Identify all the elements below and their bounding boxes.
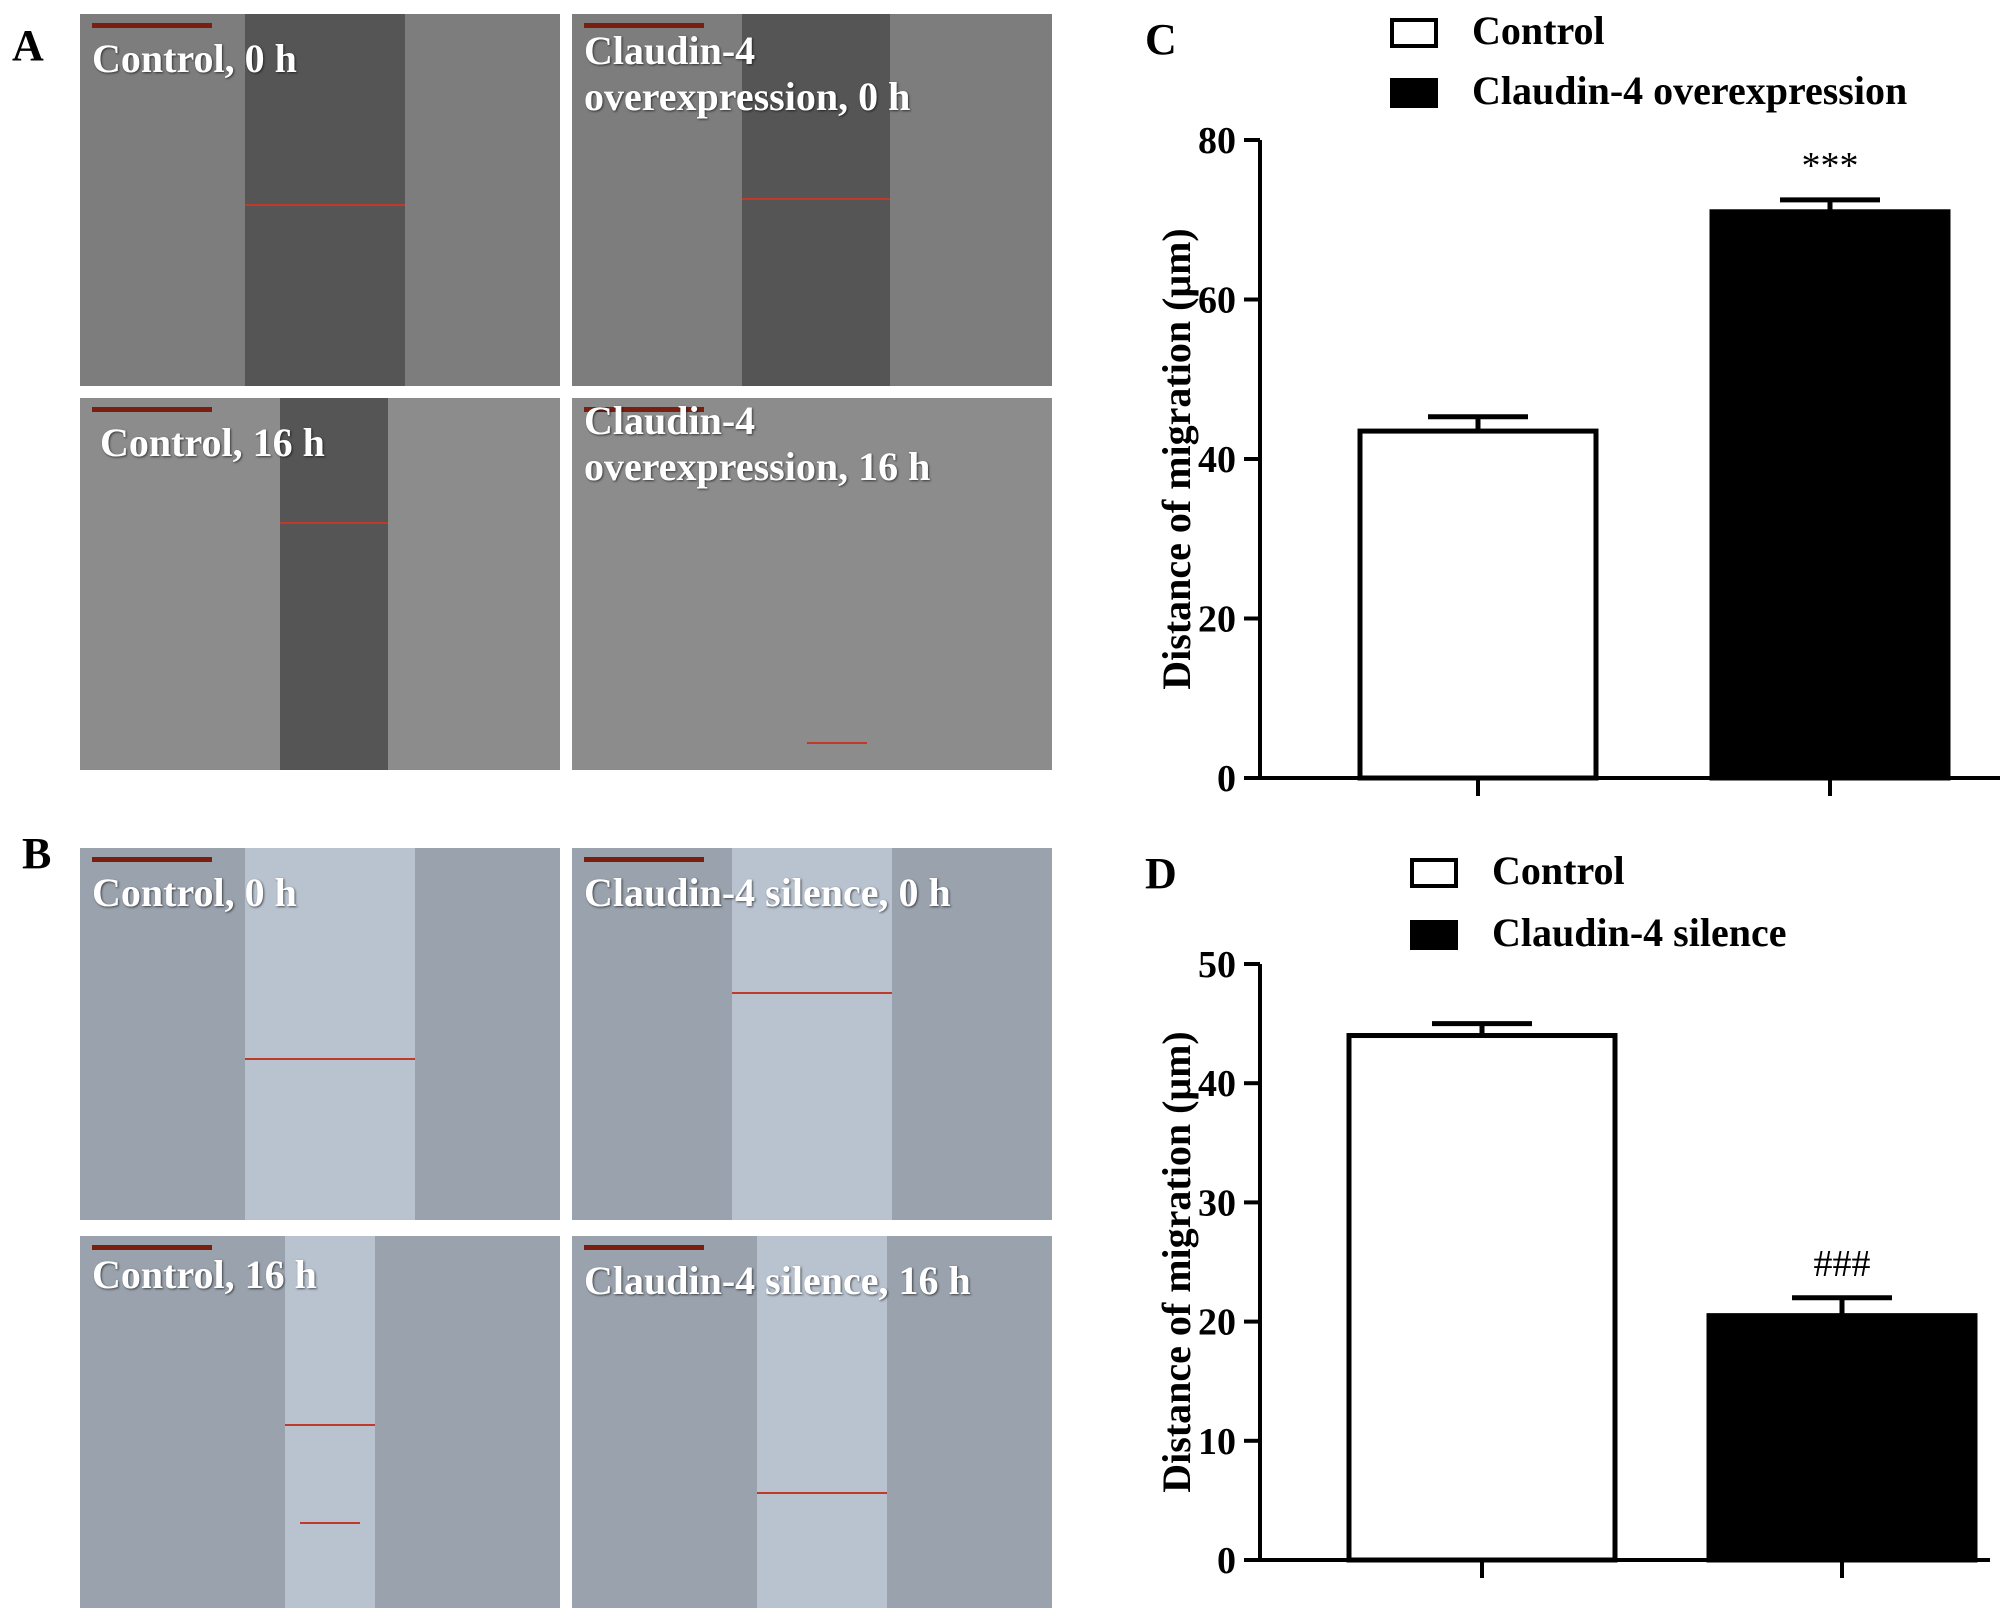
y-tick-label: 80	[1198, 120, 1236, 162]
legend-label: Control	[1472, 8, 1605, 53]
legend-label: Claudin-4 overexpression	[1472, 68, 1907, 113]
panel-letter-a: A	[12, 21, 44, 70]
micrograph-caption: Claudin-4 silence, 0 h	[584, 870, 951, 915]
bar	[1706, 1313, 1978, 1563]
micrograph-a-claudin4-overexpression-0h: Claudin-4 overexpression, 0 h	[572, 14, 1052, 386]
micrograph-caption: Control, 16 h	[100, 420, 325, 465]
y-axis-label: Distance of migration (μm)	[1154, 1031, 1199, 1492]
significance-annotation: ***	[1802, 145, 1859, 187]
measurement-line	[285, 1424, 375, 1426]
y-tick-label: 0	[1217, 1540, 1236, 1582]
measurement-line	[732, 992, 892, 994]
bar	[1357, 428, 1599, 781]
panel-letter-c: C	[1145, 15, 1177, 64]
scale-bar	[584, 1245, 704, 1250]
y-tick-label: 20	[1198, 599, 1236, 641]
bar-chart-d: Control Claudin-4 silence 0 10 20 30 40 50 Dista…	[1154, 848, 1990, 1582]
legend-swatch	[1390, 18, 1438, 48]
y-tick-label: 40	[1198, 1063, 1236, 1105]
micrograph-caption: Claudin-4 overexpression, 0 h	[584, 28, 911, 119]
micrograph-caption: Control, 0 h	[92, 36, 297, 81]
y-tick-label: 10	[1198, 1421, 1236, 1463]
measurement-line	[245, 1058, 415, 1060]
scale-bar	[92, 1245, 212, 1250]
y-tick-label: 20	[1198, 1302, 1236, 1344]
micrograph-b-control-0h: Control, 0 h	[80, 848, 560, 1220]
scale-bar	[92, 857, 212, 862]
y-tick-label: 30	[1198, 1182, 1236, 1224]
y-axis-label: Distance of migration (μm)	[1154, 228, 1199, 689]
measurement-line	[280, 522, 388, 524]
scale-bar	[584, 857, 704, 862]
measurement-line	[757, 1492, 887, 1494]
measurement-line	[245, 204, 405, 206]
scale-bar	[92, 407, 212, 412]
bar	[1709, 209, 1951, 781]
measurement-line	[742, 198, 890, 200]
micrograph-caption: Claudin-4 overexpression, 16 h	[584, 398, 931, 489]
micrograph-b-control-16h: Control, 16 h	[80, 1236, 560, 1608]
bar	[1346, 1033, 1618, 1563]
measurement-line	[807, 742, 867, 744]
micrograph-b-claudin4-silence-0h: Claudin-4 silence, 0 h	[572, 848, 1052, 1220]
panel-letter-b: B	[22, 829, 52, 878]
micrograph-caption: Claudin-4 silence, 16 h	[584, 1258, 971, 1303]
measurement-line	[300, 1522, 360, 1524]
scale-bar	[584, 23, 704, 28]
micrograph-b-claudin4-silence-16h: Claudin-4 silence, 16 h	[572, 1236, 1052, 1608]
legend-label: Control	[1492, 848, 1625, 893]
significance-annotation: ###	[1814, 1243, 1871, 1285]
legend-label: Claudin-4 silence	[1492, 910, 1786, 955]
micrograph-a-claudin4-overexpression-16h: Claudin-4 overexpression, 16 h	[572, 398, 1052, 770]
bar-chart-c: Control Claudin-4 overexpression 0 20 40 60 80…	[1154, 8, 2000, 800]
micrograph-a-control-0h: Control, 0 h	[80, 14, 560, 386]
panel-letter-d: D	[1145, 849, 1177, 898]
y-tick-label: 0	[1217, 758, 1236, 800]
y-tick-label: 60	[1198, 280, 1236, 322]
micrograph-a-control-16h: Control, 16 h	[80, 398, 560, 770]
legend-swatch	[1410, 920, 1458, 950]
micrograph-caption: Control, 0 h	[92, 870, 297, 915]
legend-swatch	[1390, 78, 1438, 108]
y-tick-label: 50	[1198, 944, 1236, 986]
scale-bar	[584, 407, 704, 412]
micrograph-caption: Control, 16 h	[92, 1252, 317, 1297]
y-tick-label: 40	[1198, 439, 1236, 481]
legend-swatch	[1410, 858, 1458, 888]
scale-bar	[92, 23, 212, 28]
